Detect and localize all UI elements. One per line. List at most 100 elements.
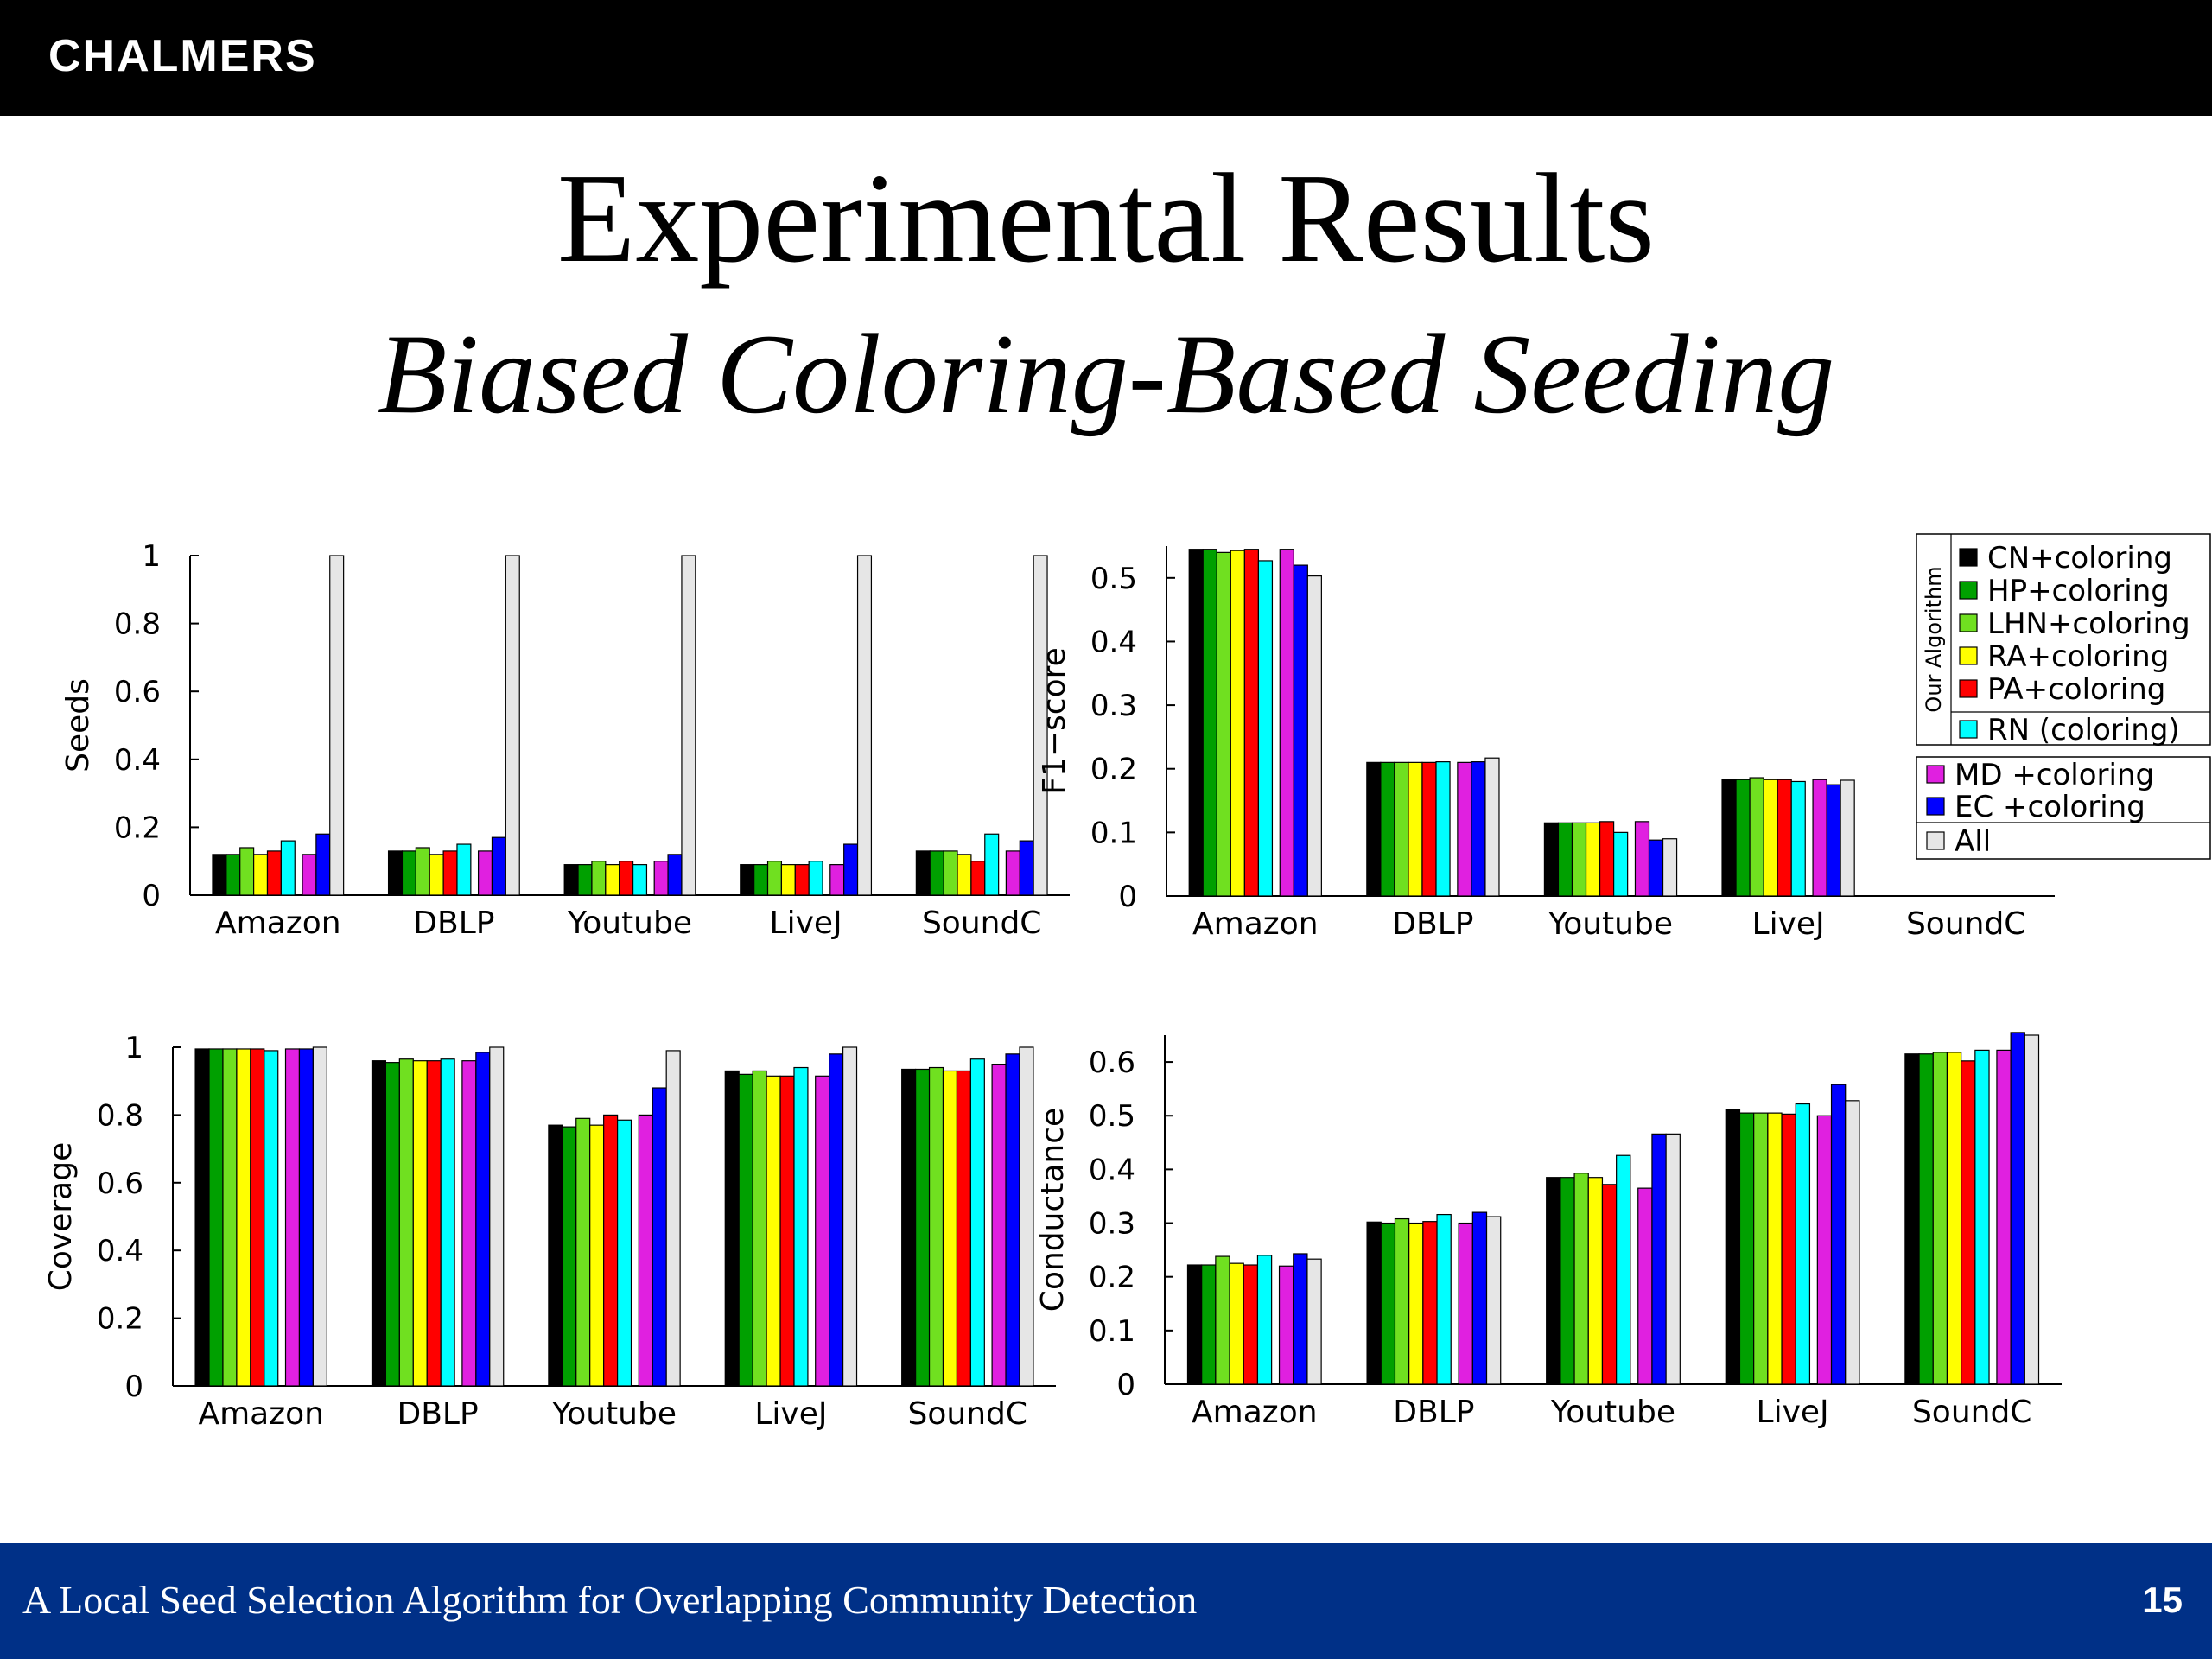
- x-tick-label: Youtube: [1550, 1395, 1675, 1430]
- bar-lhn-coloring: [1394, 761, 1409, 897]
- bar-ec-coloring: [1005, 1053, 1020, 1387]
- bar-cn-coloring: [1543, 822, 1560, 897]
- bar-ec-coloring: [1471, 761, 1486, 897]
- legend-entry-label: MD +coloring: [1955, 758, 2154, 792]
- x-tick-label: LiveJ: [754, 1396, 827, 1432]
- bar-all: [1484, 757, 1500, 897]
- bar-ra-coloring: [1408, 761, 1423, 897]
- bar-md-coloring: [1634, 821, 1650, 897]
- bar-rn-coloring-: [440, 1058, 455, 1387]
- bar-hp-coloring: [915, 1068, 931, 1387]
- bar-rn-coloring-: [280, 840, 296, 896]
- bar-lhn-coloring: [239, 847, 255, 896]
- bar-cn-coloring: [1188, 549, 1204, 897]
- bar-ra-coloring: [1408, 1222, 1424, 1385]
- bar-rn-coloring-: [969, 1058, 985, 1387]
- footer-text: A Local Seed Selection Algorithm for Ove…: [22, 1578, 1198, 1622]
- x-tick-label: Youtube: [551, 1396, 677, 1432]
- bar-all: [1845, 1100, 1860, 1385]
- y-tick-label: 0.3: [1090, 689, 1137, 723]
- bar-md-coloring: [1278, 1265, 1294, 1385]
- bar-lhn-coloring: [928, 1066, 944, 1387]
- bar-lhn-coloring: [752, 1070, 767, 1387]
- header-bar: CHALMERS: [0, 0, 2212, 116]
- bar-ec-coloring: [843, 843, 859, 896]
- bar-cn-coloring: [194, 1048, 210, 1387]
- legend-swatch: [1959, 679, 1978, 698]
- bar-rn-coloring-: [1436, 1213, 1452, 1385]
- legend-swatch: [1926, 797, 1945, 816]
- bar-rn-coloring-: [1974, 1049, 1990, 1385]
- bar-ec-coloring: [1019, 840, 1034, 896]
- bar-pa-coloring: [1781, 1113, 1796, 1385]
- y-axis-label: Coverage: [43, 1142, 79, 1291]
- bar-hp-coloring: [401, 850, 416, 896]
- bar-ra-coloring: [412, 1060, 428, 1387]
- y-tick-label: 0: [1118, 880, 1137, 914]
- bar-cn-coloring: [1725, 1109, 1741, 1385]
- bar-pa-coloring: [1421, 761, 1437, 897]
- bar-all: [312, 1046, 327, 1387]
- bar-md-coloring: [1637, 1187, 1653, 1385]
- bar-rn-coloring-: [1435, 761, 1451, 897]
- bar-md-coloring: [815, 1075, 830, 1387]
- bar-hp-coloring: [385, 1062, 400, 1387]
- y-tick-label: 1: [124, 1031, 143, 1065]
- bar-cn-coloring: [915, 850, 931, 896]
- bar-pa-coloring: [266, 850, 282, 896]
- bar-ra-coloring: [1587, 1177, 1604, 1385]
- bar-ra-coloring: [605, 864, 620, 896]
- bar-lhn-coloring: [1215, 1255, 1230, 1385]
- bar-pa-coloring: [779, 1075, 795, 1387]
- bar-pa-coloring: [250, 1048, 265, 1387]
- y-tick-label: 0.5: [1089, 1099, 1135, 1134]
- bar-all: [489, 1046, 505, 1387]
- bar-hp-coloring: [226, 854, 241, 896]
- legend-swatch: [1926, 831, 1945, 850]
- y-tick-label: 0.4: [114, 743, 161, 778]
- y-axis-label: Seeds: [60, 678, 96, 772]
- bar-hp-coloring: [1202, 549, 1217, 897]
- bar-lhn-coloring: [766, 861, 783, 896]
- bar-rn-coloring-: [1790, 780, 1806, 897]
- chart-panel-2: 0 0.1 0.2 0.3 0.4 0.5 F1−score Amazon DBLP Youtub…: [1037, 546, 2055, 942]
- bar-rn-coloring-: [632, 864, 648, 896]
- bar-pa-coloring: [1422, 1221, 1438, 1385]
- bar-pa-coloring: [442, 850, 458, 896]
- y-tick-label: 0.4: [97, 1234, 143, 1268]
- bar-ra-coloring: [1585, 822, 1601, 897]
- x-tick-label: SoundC: [1906, 906, 2026, 942]
- bar-ec-coloring: [1648, 839, 1664, 897]
- bar-rn-coloring-: [456, 843, 472, 896]
- bar-rn-coloring-: [1256, 1255, 1273, 1385]
- bar-ec-coloring: [2010, 1032, 2025, 1385]
- bar-all: [1662, 838, 1678, 897]
- x-tick-label: Youtube: [1548, 906, 1673, 942]
- bar-md-coloring: [1457, 761, 1472, 897]
- bar-ra-coloring: [766, 1075, 781, 1387]
- bar-cn-coloring: [548, 1124, 563, 1387]
- bar-cn-coloring: [387, 850, 404, 896]
- legend-entry-label: HP+coloring: [1987, 574, 2170, 608]
- bar-ec-coloring: [475, 1052, 491, 1387]
- bar-md-coloring: [1279, 549, 1294, 897]
- y-tick-label: 0.4: [1090, 625, 1137, 659]
- bar-lhn-coloring: [575, 1117, 591, 1387]
- bar-all: [1485, 1216, 1502, 1385]
- bar-ra-coloring: [957, 854, 972, 896]
- bar-hp-coloring: [1201, 1264, 1217, 1385]
- bar-rn-coloring-: [1795, 1103, 1811, 1385]
- bar-hp-coloring: [929, 850, 944, 896]
- bar-cn-coloring: [563, 864, 579, 896]
- bar-pa-coloring: [603, 1114, 619, 1387]
- bar-pa-coloring: [1243, 1264, 1259, 1385]
- y-tick-label: 0.3: [1089, 1207, 1135, 1242]
- legend-entry-label: EC +coloring: [1955, 790, 2145, 824]
- bar-ec-coloring: [1471, 1211, 1488, 1385]
- chalmers-logo: CHALMERS: [48, 31, 317, 81]
- y-tick-label: 0.8: [97, 1098, 143, 1133]
- bar-hp-coloring: [1918, 1053, 1934, 1385]
- bar-ec-coloring: [1826, 784, 1841, 897]
- bar-rn-coloring-: [1257, 560, 1274, 897]
- y-tick-label: 0.2: [97, 1302, 143, 1337]
